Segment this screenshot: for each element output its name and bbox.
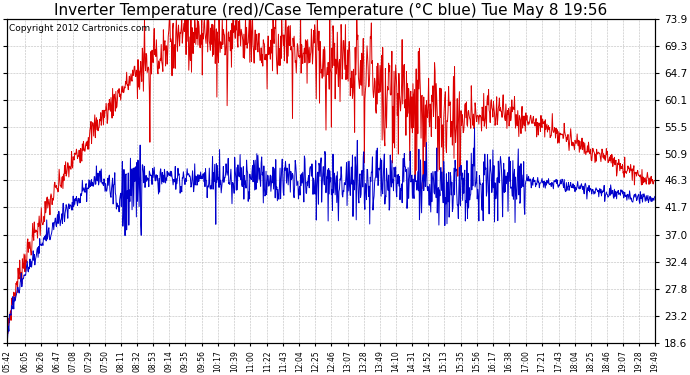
Text: Copyright 2012 Cartronics.com: Copyright 2012 Cartronics.com <box>8 24 150 33</box>
Title: Inverter Temperature (red)/Case Temperature (°C blue) Tue May 8 19:56: Inverter Temperature (red)/Case Temperat… <box>55 3 608 18</box>
